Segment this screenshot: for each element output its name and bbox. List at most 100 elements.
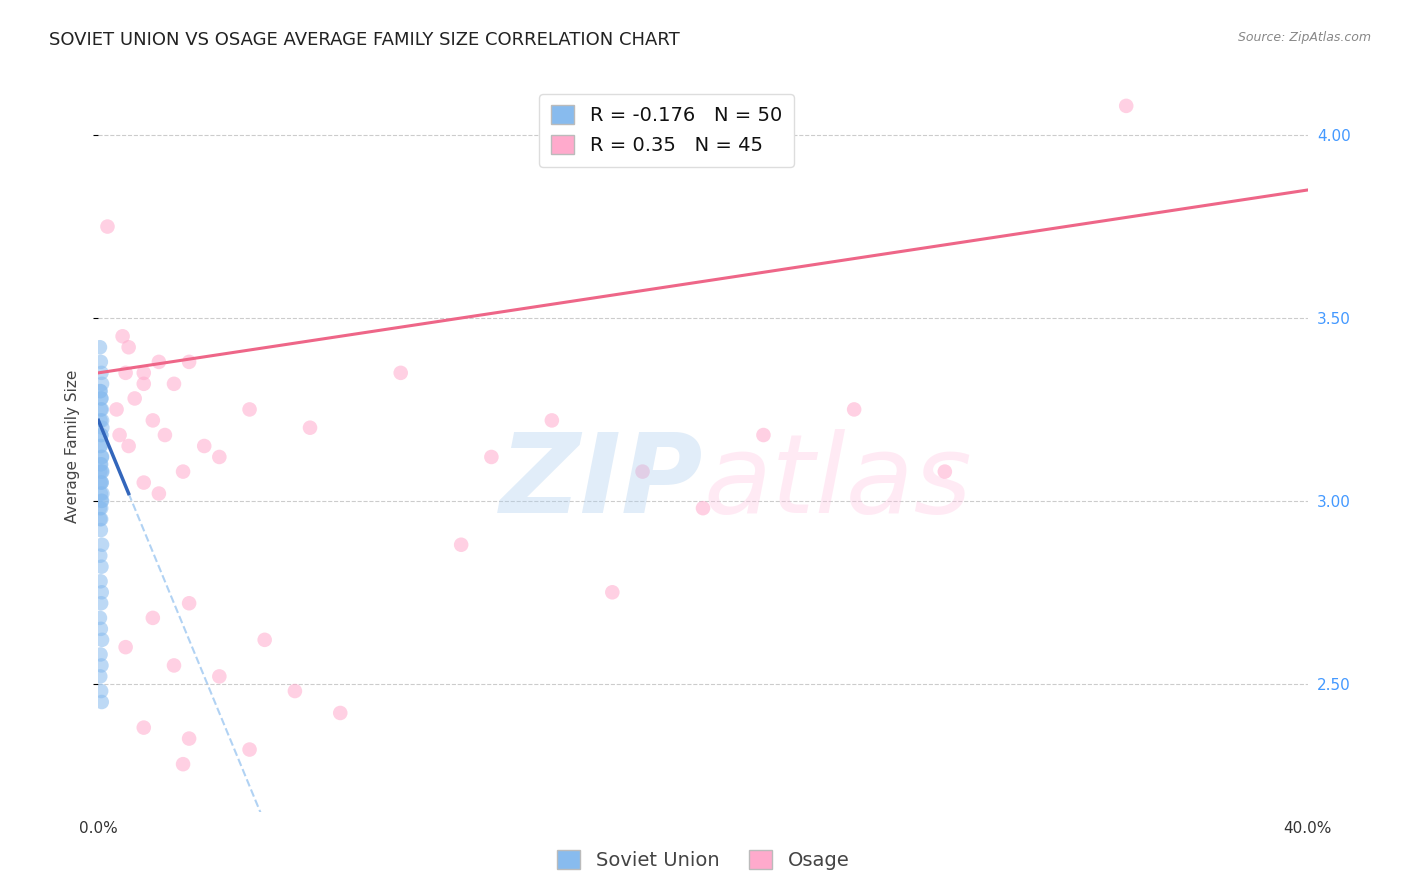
Point — [90, 559, 112, 574]
Point — [602, 585, 624, 599]
Point — [91, 538, 114, 552]
Point — [208, 450, 231, 464]
Point — [90, 512, 112, 526]
Point — [90, 355, 112, 369]
Point — [90, 695, 112, 709]
Point — [96, 219, 118, 234]
Point — [111, 329, 134, 343]
Y-axis label: Average Family Size: Average Family Size — [65, 369, 80, 523]
Point — [90, 392, 112, 406]
Point — [163, 658, 186, 673]
Point — [91, 413, 114, 427]
Point — [90, 392, 112, 406]
Point — [148, 486, 170, 500]
Point — [91, 494, 114, 508]
Point — [91, 450, 114, 464]
Point — [172, 465, 194, 479]
Point — [89, 340, 111, 354]
Point — [844, 402, 866, 417]
Text: atlas: atlas — [703, 429, 972, 536]
Point — [90, 475, 112, 490]
Point — [239, 402, 262, 417]
Point — [89, 669, 111, 683]
Point — [142, 611, 165, 625]
Point — [172, 757, 194, 772]
Point — [90, 457, 112, 471]
Point — [132, 721, 155, 735]
Point — [91, 486, 114, 500]
Point — [752, 428, 775, 442]
Point — [253, 632, 276, 647]
Point — [90, 428, 112, 442]
Point — [239, 742, 262, 756]
Point — [90, 684, 112, 698]
Point — [934, 465, 956, 479]
Legend: Soviet Union, Osage: Soviet Union, Osage — [550, 842, 856, 878]
Point — [450, 538, 472, 552]
Point — [91, 376, 114, 391]
Point — [90, 402, 112, 417]
Point — [90, 596, 112, 610]
Point — [89, 439, 111, 453]
Legend: R = -0.176   N = 50, R = 0.35   N = 45: R = -0.176 N = 50, R = 0.35 N = 45 — [540, 94, 794, 167]
Point — [163, 376, 186, 391]
Point — [631, 465, 654, 479]
Point — [153, 428, 176, 442]
Point — [118, 340, 141, 354]
Point — [540, 413, 562, 427]
Point — [114, 640, 136, 655]
Point — [90, 574, 112, 589]
Point — [114, 366, 136, 380]
Point — [89, 465, 111, 479]
Point — [91, 632, 114, 647]
Point — [329, 706, 352, 720]
Point — [90, 585, 112, 599]
Point — [132, 376, 155, 391]
Text: ZIP: ZIP — [499, 429, 703, 536]
Point — [90, 658, 112, 673]
Point — [124, 392, 146, 406]
Point — [89, 384, 111, 399]
Point — [90, 428, 112, 442]
Point — [148, 355, 170, 369]
Text: SOVIET UNION VS OSAGE AVERAGE FAMILY SIZE CORRELATION CHART: SOVIET UNION VS OSAGE AVERAGE FAMILY SIZ… — [49, 31, 681, 49]
Point — [89, 549, 111, 563]
Point — [91, 421, 114, 435]
Point — [89, 611, 111, 625]
Point — [89, 512, 111, 526]
Point — [208, 669, 231, 683]
Point — [692, 501, 714, 516]
Point — [179, 355, 201, 369]
Point — [90, 450, 112, 464]
Point — [132, 475, 155, 490]
Point — [90, 384, 112, 399]
Point — [89, 501, 111, 516]
Text: Source: ZipAtlas.com: Source: ZipAtlas.com — [1237, 31, 1371, 45]
Point — [90, 465, 112, 479]
Point — [90, 475, 112, 490]
Point — [389, 366, 412, 380]
Point — [90, 523, 112, 537]
Point — [179, 731, 201, 746]
Point — [108, 428, 131, 442]
Point — [90, 486, 112, 500]
Point — [132, 366, 155, 380]
Point — [284, 684, 307, 698]
Point — [179, 596, 201, 610]
Point — [90, 501, 112, 516]
Point — [481, 450, 503, 464]
Point — [193, 439, 215, 453]
Point — [90, 366, 112, 380]
Point — [90, 475, 112, 490]
Point — [90, 413, 112, 427]
Point — [118, 439, 141, 453]
Point — [299, 421, 322, 435]
Point — [90, 439, 112, 453]
Point — [105, 402, 128, 417]
Point — [91, 465, 114, 479]
Point — [90, 494, 112, 508]
Point — [90, 457, 112, 471]
Point — [90, 402, 112, 417]
Point — [1115, 99, 1137, 113]
Point — [90, 648, 112, 662]
